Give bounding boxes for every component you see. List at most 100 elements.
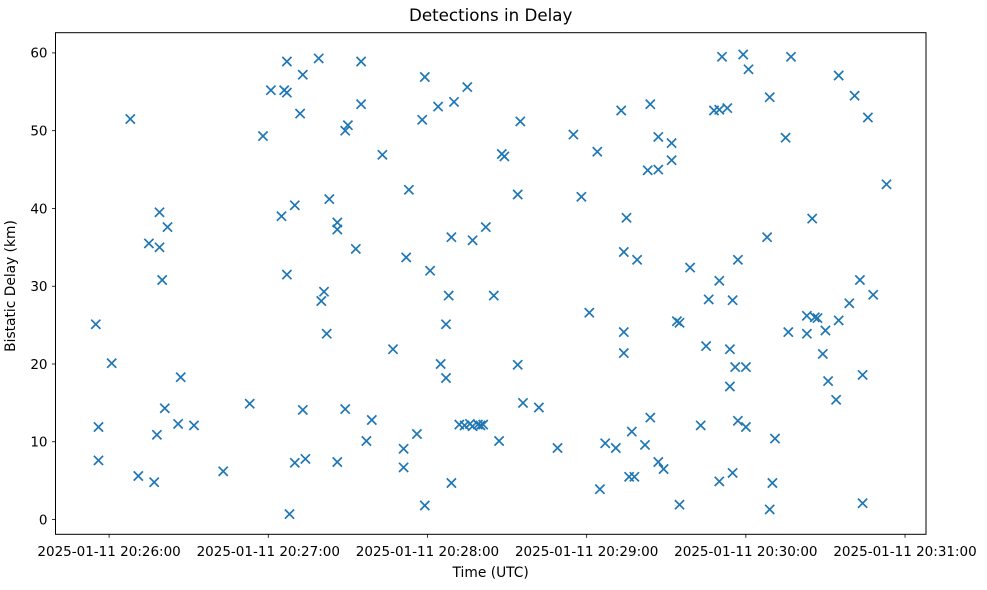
scatter-marker: [764, 504, 775, 515]
y-tick-label: 50: [30, 123, 47, 139]
scatter-marker: [125, 113, 136, 125]
scatter-marker: [700, 340, 712, 352]
scatter-marker: [512, 359, 523, 371]
scatter-marker: [727, 294, 738, 306]
x-tick-label: 2025-01-11 20:29:00: [515, 544, 658, 560]
scatter-marker: [645, 98, 656, 110]
scatter-marker: [448, 96, 460, 108]
scatter-marker: [257, 130, 269, 142]
scatter-marker: [722, 102, 733, 114]
scatter-marker: [332, 456, 343, 468]
scatter-marker: [289, 457, 301, 469]
scatter-marker: [743, 64, 754, 75]
scatter-marker: [642, 165, 653, 176]
scatter-marker: [674, 499, 685, 510]
scatter-marker: [318, 286, 330, 297]
scatter-marker: [761, 231, 773, 243]
scatter-marker: [729, 361, 741, 373]
scatter-marker: [631, 254, 643, 266]
scatter-marker: [716, 51, 728, 63]
scatter-marker: [568, 129, 579, 140]
scatter-marker: [684, 262, 696, 273]
scatter-marker: [621, 212, 632, 224]
scatter-marker: [143, 238, 155, 249]
scatter-marker: [440, 319, 452, 330]
scatter-marker: [653, 131, 664, 143]
scatter-marker: [467, 235, 478, 246]
scatter-marker: [740, 361, 752, 373]
scatter-marker: [830, 394, 842, 406]
scatter-marker: [801, 328, 813, 339]
scatter-marker: [159, 403, 171, 414]
scatter-marker: [435, 358, 446, 370]
x-axis-label: Time (UTC): [452, 565, 529, 581]
scatter-marker: [332, 224, 343, 235]
scatter-marker: [416, 114, 428, 126]
y-tick-label: 60: [30, 46, 47, 62]
scatter-marker: [727, 467, 738, 479]
scatter-marker: [740, 421, 752, 433]
y-tick-label: 0: [39, 512, 48, 528]
scatter-marker: [732, 415, 744, 427]
scatter-marker: [156, 274, 168, 286]
scatter-marker: [552, 442, 563, 454]
scatter-marker: [764, 91, 775, 103]
scatter-marker: [615, 105, 627, 116]
scatter-marker: [419, 500, 431, 511]
scatter-marker: [618, 246, 630, 258]
scatter-marker: [440, 372, 452, 384]
scatter-marker: [881, 179, 892, 190]
scatter-marker: [294, 108, 306, 119]
scatter-marker: [446, 477, 457, 489]
scatter-marker: [106, 357, 117, 369]
scatter-marker: [398, 443, 409, 455]
scatter-marker: [462, 81, 473, 93]
scatter-marker: [488, 290, 500, 301]
scatter-marker: [809, 312, 821, 323]
axis-ticks: 2025-01-11 20:26:00 2025-01-11 20:27:00 20…: [30, 46, 976, 560]
scatter-marker: [281, 269, 293, 280]
scatter-marker: [833, 315, 844, 326]
scatter-marker: [610, 442, 622, 454]
scatter-marker: [592, 146, 603, 157]
scatter-marker: [857, 369, 868, 381]
scatter-marker: [714, 476, 725, 487]
scatter-marker: [175, 371, 186, 383]
scatter-marker: [361, 435, 372, 447]
scatter-marker: [849, 90, 860, 101]
scatter-marker: [443, 290, 454, 301]
scatter-marker: [377, 149, 388, 161]
x-tick-label: 2025-01-11 20:31:00: [833, 544, 976, 560]
scatter-marker: [93, 421, 104, 433]
scatter-marker: [618, 347, 630, 359]
scatter-marker: [666, 154, 677, 166]
scatter-marker: [653, 164, 664, 175]
scatter-marker: [801, 310, 813, 322]
x-tick-label: 2025-01-11 20:28:00: [356, 544, 499, 560]
x-tick-label: 2025-01-11 20:27:00: [197, 544, 340, 560]
scatter-marker: [366, 414, 378, 426]
scatter-marker: [594, 483, 606, 495]
scatter-marker: [148, 476, 160, 488]
scatter-marker: [703, 294, 714, 305]
scatter-marker: [480, 221, 492, 233]
scatter-marker: [867, 289, 879, 301]
scatter-marker: [477, 419, 489, 430]
scatter-marker: [666, 137, 677, 149]
scatter-marker: [297, 404, 309, 416]
scatter-marker: [714, 104, 725, 115]
scatter-marker: [475, 420, 486, 431]
scatter-marker: [493, 435, 505, 447]
y-tick-label: 10: [30, 435, 47, 451]
scatter-marker: [629, 471, 640, 483]
scatter-marker: [517, 397, 529, 409]
scatter-marker: [424, 265, 436, 276]
scatter-marker: [400, 252, 412, 263]
scatter-marker: [812, 312, 823, 324]
scatter-marker: [321, 328, 332, 339]
scatter-marker: [355, 98, 367, 110]
scatter-marker: [533, 402, 545, 413]
scatter-marker: [732, 254, 744, 266]
scatter-marker: [265, 84, 277, 96]
scatter-marker: [626, 426, 638, 437]
